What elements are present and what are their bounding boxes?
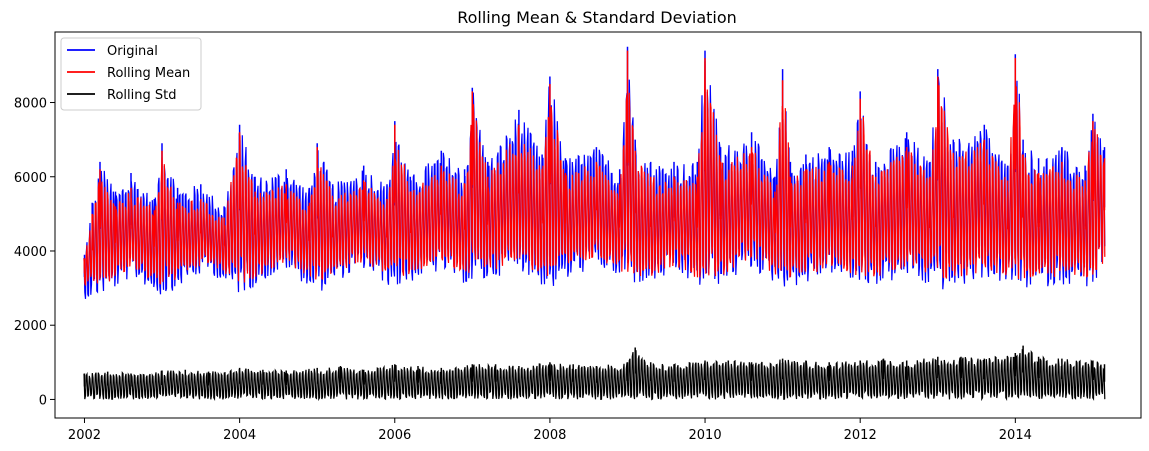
y-tick-label: 8000	[14, 97, 47, 112]
plot-frame	[54, 31, 1142, 419]
legend-label: Rolling Mean	[107, 66, 190, 81]
y-tick-label: 4000	[14, 245, 47, 260]
series-peaks-rolling-std	[83, 345, 1106, 387]
y-tick-label: 2000	[14, 319, 47, 334]
y-axis: 0 2000 4000 6000 8000	[14, 97, 55, 408]
legend-label: Original	[107, 44, 158, 59]
legend: Original Rolling Mean Rolling Std	[60, 37, 202, 111]
x-tick-label: 2006	[378, 428, 411, 443]
chart-title: Rolling Mean & Standard Deviation	[457, 8, 737, 27]
x-tick-label: 2010	[689, 428, 722, 443]
y-tick-label: 6000	[14, 171, 47, 186]
series-layer	[83, 46, 1106, 402]
legend-label: Rolling Std	[107, 88, 176, 103]
x-tick-label: 2002	[68, 428, 101, 443]
series-line-rolling-std	[83, 348, 1106, 402]
x-tick-label: 2008	[533, 428, 566, 443]
x-tick-label: 2012	[844, 428, 877, 443]
series-line-rolling-mean	[83, 61, 1106, 286]
x-tick-label: 2004	[223, 428, 256, 443]
y-tick-label: 0	[39, 393, 47, 408]
x-tick-label: 2014	[999, 428, 1032, 443]
legend-box	[60, 37, 202, 111]
series-peaks-rolling-mean	[83, 50, 1106, 274]
x-axis: 2002 2004 2006 2008 2010 2012 2014	[68, 418, 1032, 443]
